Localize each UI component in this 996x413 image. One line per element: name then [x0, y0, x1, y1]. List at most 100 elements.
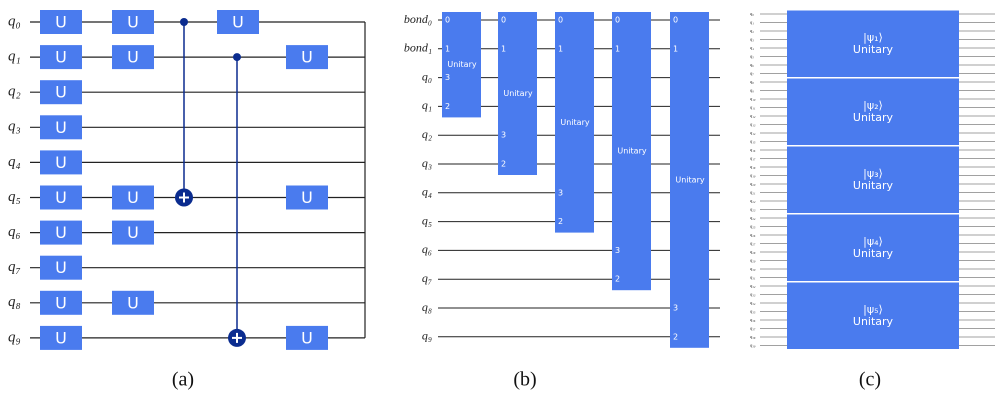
- gate-label: U: [127, 223, 139, 242]
- gate: [40, 10, 82, 34]
- gate: [40, 255, 82, 280]
- gate: [40, 325, 82, 350]
- gate-label: U: [55, 328, 67, 347]
- gate-label: U: [55, 13, 67, 32]
- block-label: Unitary: [617, 147, 646, 156]
- qubit-label: q₂₂: [750, 198, 756, 203]
- state-label: |ψ₃⟩: [863, 167, 883, 180]
- qubit-label: q₃₇: [750, 326, 756, 331]
- gate: [40, 150, 82, 175]
- gate-label: U: [301, 48, 313, 67]
- qubit-label: q₇: [750, 71, 754, 76]
- qubit-label: q₃: [750, 37, 754, 42]
- port-label: 1: [445, 44, 450, 53]
- qubit-label: q₉: [8, 329, 21, 345]
- qubit-label: q₂₈: [750, 249, 756, 254]
- qubit-label: q₄: [750, 45, 754, 50]
- port-label: 0: [501, 16, 506, 25]
- block-label: Unitary: [853, 43, 894, 56]
- caption: (c): [859, 369, 881, 391]
- gate: [112, 220, 154, 245]
- port-label: 1: [615, 44, 620, 53]
- caption: (a): [172, 369, 194, 391]
- qubit-label: q₃₆: [750, 317, 756, 322]
- qubit-label: q₁₅: [750, 139, 756, 144]
- block-label: Unitary: [675, 175, 704, 184]
- state-label: |ψ₁⟩: [863, 31, 883, 44]
- qubit-label: q₇: [8, 259, 21, 275]
- unitary-block: [787, 10, 959, 77]
- gate-label: U: [55, 293, 67, 312]
- port-label: 2: [615, 275, 620, 284]
- qubit-label: q₂: [750, 28, 754, 33]
- qubit-label: q₁₁: [750, 105, 756, 110]
- wire-label: q₉: [422, 329, 432, 343]
- qubit-label: q₈: [750, 79, 754, 84]
- qubit-label: q₃₁: [750, 275, 756, 280]
- qubit-label: q₄: [8, 154, 21, 170]
- gate-label: U: [232, 13, 244, 32]
- qubit-label: q₃₅: [750, 309, 756, 314]
- port-label: 3: [615, 246, 620, 255]
- block-label: Unitary: [853, 247, 894, 260]
- qubit-label: q₃: [8, 119, 21, 135]
- gate-label: U: [127, 13, 139, 32]
- port-label: 0: [558, 16, 563, 25]
- gate-label: U: [55, 48, 67, 67]
- qubit-label: q₃₀: [750, 266, 756, 271]
- gate: [286, 185, 328, 210]
- unitary-block: [442, 12, 481, 118]
- gate-label: U: [127, 188, 139, 207]
- wire-label: q₄: [422, 185, 432, 199]
- wire-label: q₂: [422, 127, 432, 141]
- wire-label: q₇: [422, 271, 432, 285]
- cnot-control: [180, 18, 188, 26]
- wire-label: bond₁: [404, 41, 432, 55]
- port-label: 2: [673, 332, 678, 341]
- unitary-block: [787, 214, 959, 281]
- qubit-label: q₉: [750, 88, 754, 93]
- port-label: 3: [501, 131, 506, 140]
- qubit-label: q₂₉: [750, 258, 756, 263]
- gate-label: U: [55, 153, 67, 172]
- qubit-label: q₃₃: [750, 292, 756, 297]
- qubit-label: q₆: [750, 62, 754, 67]
- port-label: 3: [445, 73, 450, 82]
- gate: [217, 10, 259, 34]
- wire-label: q₆: [422, 242, 432, 256]
- gate: [112, 290, 154, 315]
- gate: [286, 45, 328, 70]
- wire-label: q₈: [422, 300, 432, 314]
- wire-label: q₀: [422, 69, 432, 83]
- gate-label: U: [55, 258, 67, 277]
- qubit-label: q₂₁: [750, 190, 756, 195]
- port-label: 0: [615, 16, 620, 25]
- qubit-label: q₆: [8, 224, 21, 240]
- gate: [112, 45, 154, 70]
- block-label: Unitary: [560, 118, 589, 127]
- unitary-block: [612, 12, 651, 291]
- port-label: 2: [558, 217, 563, 226]
- port-label: 1: [673, 44, 678, 53]
- gate-label: U: [55, 223, 67, 242]
- qubit-label: q₃₉: [750, 343, 756, 348]
- gate: [40, 185, 82, 210]
- qubit-label: q₂₃: [750, 207, 756, 212]
- gate-label: U: [127, 293, 139, 312]
- qubit-label: q₁₆: [750, 147, 756, 152]
- qubit-label: q₁: [750, 20, 754, 25]
- qubit-label: q₂₇: [750, 241, 756, 246]
- qubit-label: q₁: [8, 49, 21, 65]
- unitary-block: [787, 146, 959, 213]
- unitary-block: [787, 78, 959, 145]
- qubit-label: q₁₉: [750, 173, 756, 178]
- gate: [40, 115, 82, 140]
- wire-label: q₁: [422, 98, 432, 112]
- block-label: Unitary: [503, 89, 532, 98]
- qubit-label: q₃₈: [750, 334, 756, 339]
- unitary-block: [787, 282, 959, 349]
- qubit-label: q₁₄: [750, 130, 756, 135]
- unitary-block: [498, 12, 537, 175]
- qubit-label: q₃₄: [750, 300, 756, 305]
